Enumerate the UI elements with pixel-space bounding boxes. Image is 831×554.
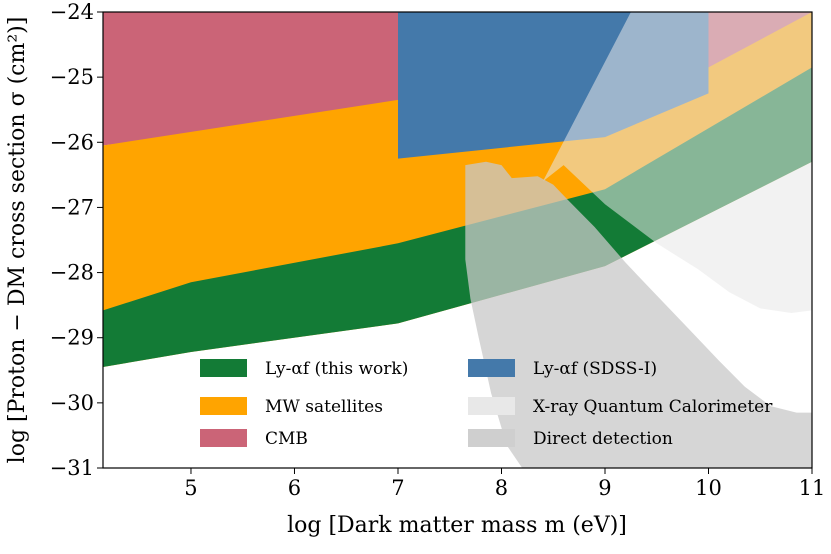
y-tick-label: −28 <box>50 261 94 285</box>
x-tick-label: 8 <box>495 476 508 500</box>
x-tick-label: 10 <box>695 476 722 500</box>
plot-frame <box>102 11 813 469</box>
legend-label-ly-f-this-work: Ly-αf (this work) <box>265 359 408 379</box>
region-ly-f-this-work <box>103 67 812 368</box>
y-tick-label: −30 <box>50 391 94 415</box>
x-tick-label: 9 <box>598 476 611 500</box>
legend-label-cmb: CMB <box>265 429 308 449</box>
legend-label-x-ray-quantum-calorimeter: X-ray Quantum Calorimeter <box>533 397 773 417</box>
legend-label-ly-f-sdss-i: Ly-αf (SDSS-I) <box>533 359 657 379</box>
y-tick-label: −24 <box>50 0 94 24</box>
y-tick-label: −29 <box>50 326 94 350</box>
x-tick-label: 11 <box>799 476 826 500</box>
legend-swatch-cmb <box>200 429 247 447</box>
legend-label-direct-detection: Direct detection <box>533 429 673 449</box>
legend-swatch-x-ray-quantum-calorimeter <box>468 397 515 415</box>
legend-swatch-direct-detection <box>468 429 515 447</box>
y-tick-label: −27 <box>50 195 94 219</box>
legend-swatch-ly-f-this-work <box>200 359 247 377</box>
x-tick-label: 6 <box>288 476 301 500</box>
region-direct-detection <box>465 161 812 469</box>
x-tick-label: 7 <box>391 476 404 500</box>
legend-swatch-ly-f-sdss-i <box>468 359 515 377</box>
y-tick-label: −26 <box>50 130 94 154</box>
legend-label-mw-satellites: MW satellites <box>265 397 383 417</box>
x-tick-label: 5 <box>184 476 197 500</box>
y-axis-label: log [Proton − DM cross section σ (cm²)] <box>5 17 30 464</box>
x-axis-label: log [Dark matter mass m (eV)] <box>287 513 627 538</box>
legend-swatch-mw-satellites <box>200 397 247 415</box>
region-x-ray-quantum-calorimeter <box>542 12 812 313</box>
regions-layer <box>103 12 812 469</box>
y-tick-label: −31 <box>50 456 94 480</box>
ticks-layer: 5 6 7 8 9 10 11 −31 −30 −29 −28 −27 −26 −25 −24 <box>50 0 826 500</box>
legend: Ly-αf (this work) MW satellites CMB Ly-αf (… <box>200 359 773 449</box>
y-tick-label: −25 <box>50 65 94 89</box>
